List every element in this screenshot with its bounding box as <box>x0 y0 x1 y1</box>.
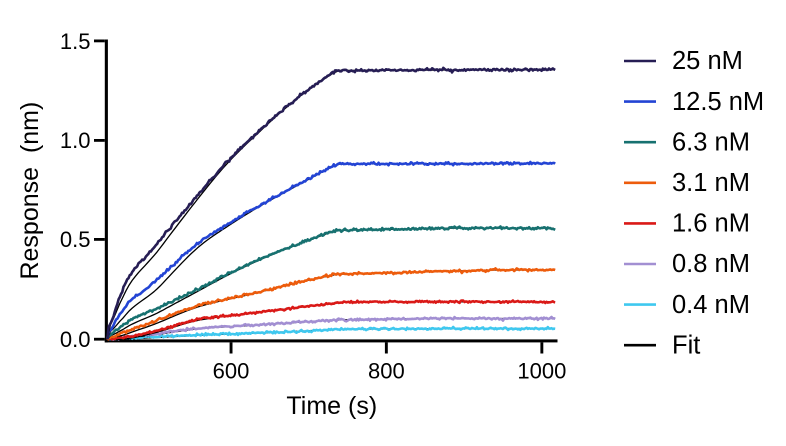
svg-text:Fit: Fit <box>672 331 700 359</box>
svg-text:0.4 nM: 0.4 nM <box>672 291 750 319</box>
svg-text:0.8 nM: 0.8 nM <box>672 250 750 278</box>
svg-text:1.0: 1.0 <box>60 128 91 153</box>
svg-text:800: 800 <box>368 358 405 383</box>
svg-text:600: 600 <box>213 358 250 383</box>
svg-text:Time (s): Time (s) <box>286 392 377 420</box>
svg-text:25 nM: 25 nM <box>672 47 743 75</box>
svg-text:6.3 nM: 6.3 nM <box>672 128 750 156</box>
svg-text:Response (nm): Response (nm) <box>16 102 44 280</box>
svg-text:12.5 nM: 12.5 nM <box>672 88 764 116</box>
svg-text:1.6 nM: 1.6 nM <box>672 210 750 238</box>
svg-text:0.0: 0.0 <box>60 327 91 352</box>
svg-text:1000: 1000 <box>517 358 566 383</box>
svg-text:3.1 nM: 3.1 nM <box>672 169 750 197</box>
svg-text:0.5: 0.5 <box>60 227 91 252</box>
svg-text:1.5: 1.5 <box>60 29 91 54</box>
